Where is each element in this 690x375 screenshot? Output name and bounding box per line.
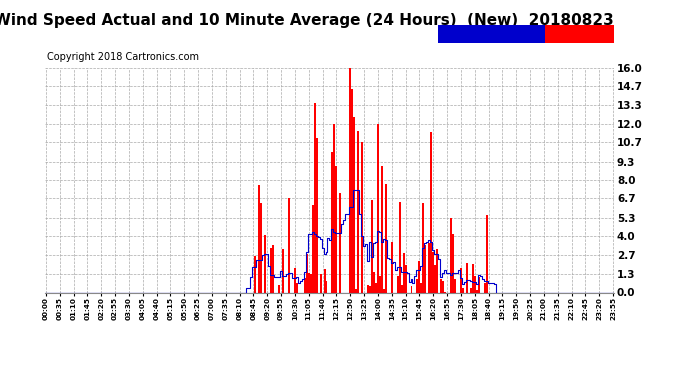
Bar xyxy=(333,124,335,292)
Bar xyxy=(484,283,486,292)
Bar xyxy=(260,203,262,292)
Bar xyxy=(272,245,274,292)
Bar xyxy=(315,138,317,292)
Bar xyxy=(460,268,462,292)
Bar xyxy=(288,198,290,292)
Bar xyxy=(296,283,298,292)
Bar xyxy=(454,279,456,292)
Bar xyxy=(308,273,310,292)
Bar xyxy=(411,286,413,292)
Bar xyxy=(431,132,432,292)
Bar xyxy=(282,249,284,292)
Bar xyxy=(428,243,431,292)
Bar xyxy=(474,276,475,292)
Bar xyxy=(424,245,426,292)
Bar xyxy=(278,285,280,292)
Bar xyxy=(331,152,333,292)
Bar xyxy=(377,124,379,292)
Bar xyxy=(462,288,464,292)
Bar xyxy=(306,254,308,292)
Bar xyxy=(353,117,355,292)
Bar xyxy=(357,131,359,292)
Bar xyxy=(314,103,315,292)
Bar xyxy=(294,268,296,292)
Bar xyxy=(383,289,385,292)
Bar xyxy=(367,285,369,292)
Bar xyxy=(375,283,377,292)
Bar xyxy=(475,290,477,292)
Bar xyxy=(486,215,488,292)
Text: Wind Speed Actual and 10 Minute Average (24 Hours)  (New)  20180823: Wind Speed Actual and 10 Minute Average … xyxy=(0,13,613,28)
Bar xyxy=(420,283,422,292)
Bar xyxy=(399,202,401,292)
Text: Copyright 2018 Cartronics.com: Copyright 2018 Cartronics.com xyxy=(47,53,199,63)
Bar xyxy=(355,289,357,292)
Bar xyxy=(477,277,480,292)
Bar xyxy=(442,281,444,292)
Text: Wind (mph): Wind (mph) xyxy=(552,30,607,39)
Bar xyxy=(335,166,337,292)
Bar xyxy=(440,279,442,292)
Bar xyxy=(391,242,393,292)
Bar xyxy=(371,200,373,292)
Bar xyxy=(312,205,314,292)
Bar xyxy=(258,185,260,292)
Bar xyxy=(432,252,434,292)
Bar xyxy=(450,218,452,292)
Bar xyxy=(270,248,272,292)
Bar xyxy=(381,166,383,292)
Bar xyxy=(255,256,257,292)
Bar xyxy=(310,274,312,292)
Bar xyxy=(349,68,351,292)
Bar xyxy=(304,278,306,292)
Bar xyxy=(401,285,402,292)
Bar xyxy=(466,263,468,292)
Bar xyxy=(397,276,399,292)
Bar xyxy=(422,203,424,292)
Bar xyxy=(339,193,342,292)
Bar xyxy=(361,142,363,292)
Bar xyxy=(385,184,387,292)
Bar xyxy=(472,264,474,292)
Bar xyxy=(351,88,353,292)
Bar xyxy=(369,286,371,292)
Bar xyxy=(326,282,328,292)
Bar xyxy=(373,272,375,292)
Bar xyxy=(470,288,472,292)
Bar xyxy=(404,265,406,292)
Bar xyxy=(436,249,438,292)
Bar xyxy=(417,279,418,292)
Bar xyxy=(379,276,381,292)
Bar xyxy=(418,261,420,292)
Bar xyxy=(324,269,326,292)
Bar xyxy=(434,265,436,292)
Bar xyxy=(264,235,266,292)
Text: 10 Min Avg (mph): 10 Min Avg (mph) xyxy=(449,30,533,39)
Bar xyxy=(452,234,454,292)
Bar xyxy=(402,253,404,292)
Bar xyxy=(319,274,322,292)
